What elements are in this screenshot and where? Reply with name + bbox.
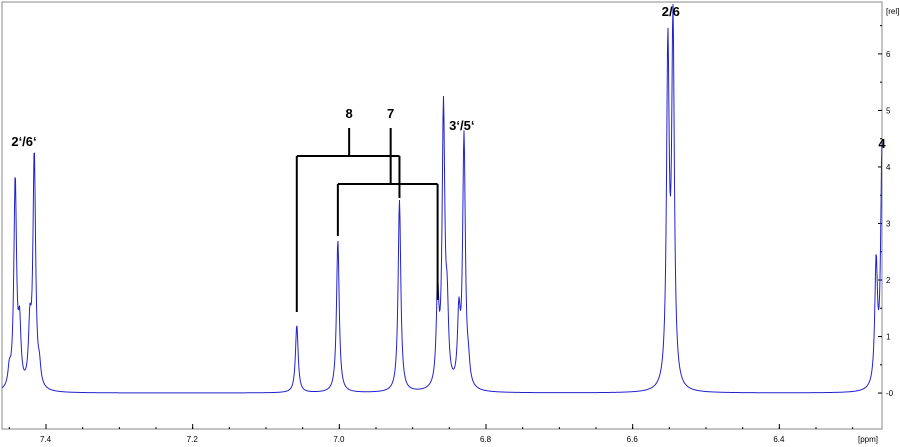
x-tick-label: 6.6 (627, 435, 639, 444)
y-tick-label: 3 (886, 219, 891, 228)
peak-label: 8 (346, 106, 353, 121)
x-tick-label: 7.2 (187, 435, 199, 444)
y-tick-label: 1 (886, 333, 891, 342)
spectrum-line (1, 4, 883, 394)
x-tick-label: 6.4 (773, 435, 785, 444)
x-tick-label: 6.8 (480, 435, 492, 444)
y-tick-label: 4 (886, 163, 891, 172)
x-axis: 7.4 7.2 7.0 6.8 6.6 6.4 (8, 424, 854, 444)
peak-label: 2‘/6‘ (11, 134, 36, 149)
peak-label: 4 (878, 136, 886, 151)
y-tick-label: 6 (886, 50, 891, 59)
y-tick-label: -0 (886, 389, 894, 398)
y-axis: -0 1 2 3 4 5 6 (878, 25, 894, 398)
plot-frame (1, 1, 883, 430)
x-tick-label: 7.0 (333, 435, 345, 444)
y-axis-unit: [rel] (886, 7, 899, 16)
peak-label: 7 (387, 106, 394, 121)
x-axis-unit: [ppm] (858, 435, 878, 444)
peak-label: 2/6 (662, 4, 680, 19)
y-tick-label: 2 (886, 276, 891, 285)
peak-annotations: 2‘/6‘ 8 7 3‘/5‘ 2/6 4 (11, 4, 886, 312)
y-tick-label: 5 (886, 106, 891, 115)
peak-label: 3‘/5‘ (449, 118, 474, 133)
x-tick-label: 7.4 (40, 435, 52, 444)
